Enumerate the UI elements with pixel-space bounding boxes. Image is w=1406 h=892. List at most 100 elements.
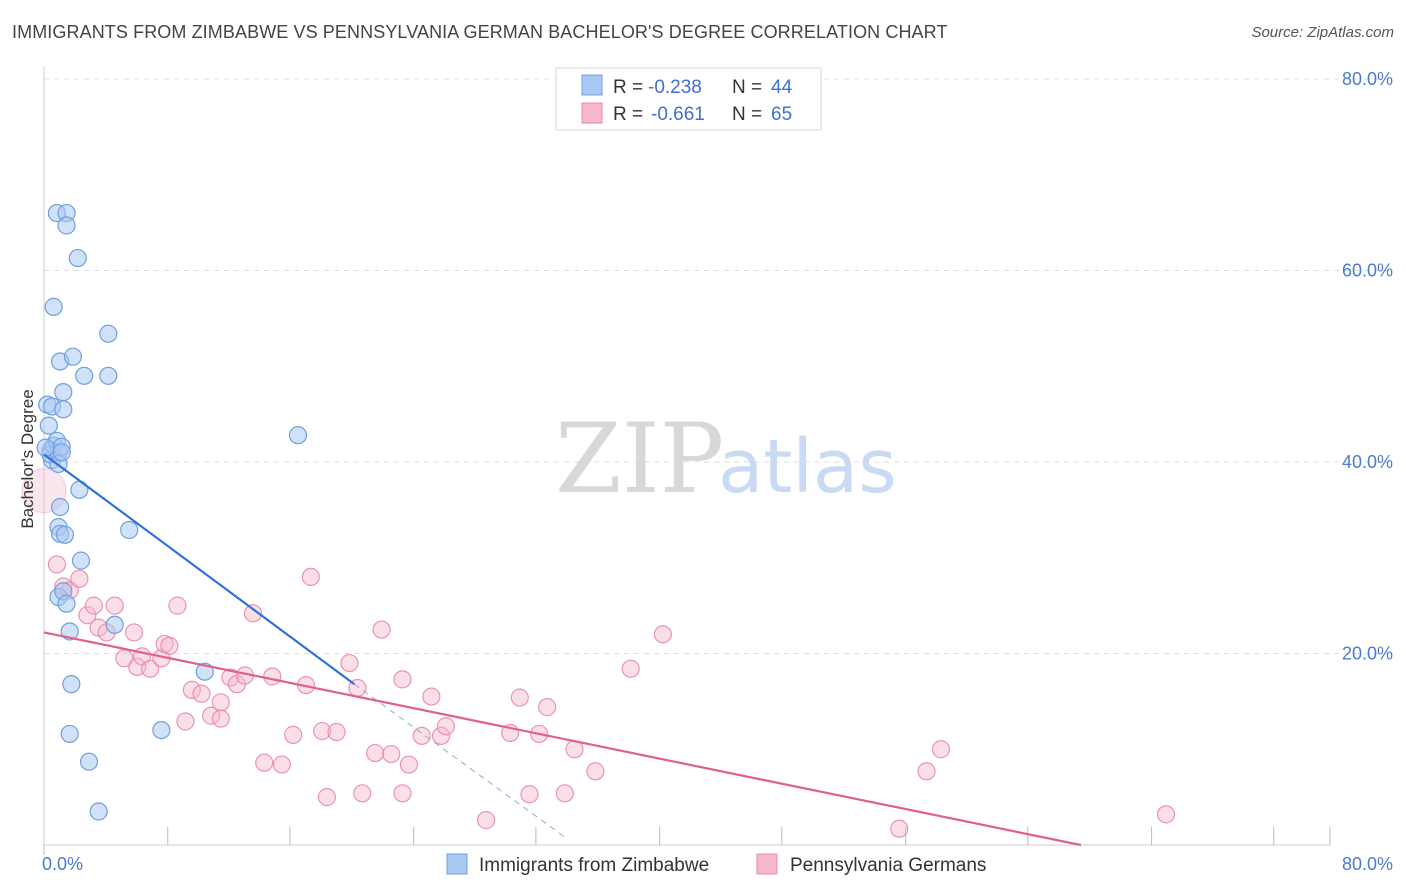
bottom-legend-swatch-pink [756, 853, 778, 875]
pink-point-47 [412, 726, 431, 745]
legend-n-label-pink: N = [732, 104, 762, 125]
pink-point-25 [221, 668, 240, 687]
bottom-legend-swatch-blue [446, 853, 468, 875]
pink-point-23 [211, 693, 230, 712]
pink-point-42 [372, 620, 391, 639]
pink-point-43 [382, 744, 401, 764]
y-tick-label-80: 80.0% [1342, 69, 1393, 89]
blue-point-35 [89, 802, 108, 821]
bottom-legend-label-pink: Pennsylvania Germans [790, 855, 986, 876]
y-tick-labels: 20.0% 40.0% 60.0% 80.0% [1342, 69, 1393, 664]
pink-point-36 [317, 788, 337, 807]
legend-swatch-blue [581, 74, 603, 96]
pink-point-62 [890, 819, 909, 838]
x-tick-label-min: 0.0% [42, 854, 83, 874]
y-tick-label-40: 40.0% [1342, 452, 1393, 472]
legend-r-label-blue: R = [613, 77, 643, 98]
blue-point-24 [57, 216, 76, 235]
legend-n-label-blue: N = [732, 77, 762, 98]
blue-point-41 [195, 662, 214, 681]
blue-point-28 [62, 675, 81, 694]
blue-point-38 [105, 615, 124, 634]
legend-n-value-pink: 65 [771, 104, 792, 125]
blue-point-29 [63, 347, 83, 366]
blue-point-7 [44, 297, 63, 316]
pink-point-5 [78, 606, 97, 625]
pink-point-34 [301, 567, 320, 587]
watermark-atlas: atlas [718, 424, 897, 510]
pink-point-14 [140, 659, 160, 678]
pink-point-28 [243, 604, 263, 623]
pink-point-35 [312, 721, 332, 741]
pink-point-38 [340, 653, 359, 673]
pink-point-54 [520, 785, 539, 804]
blue-point-36 [99, 324, 118, 343]
pink-point-4 [70, 569, 89, 588]
pink-point-57 [555, 784, 574, 803]
pink-point-56 [538, 698, 557, 717]
x-tick-label-max: 80.0% [1342, 854, 1393, 874]
blue-point-33 [75, 366, 94, 385]
pink-point-24 [211, 709, 230, 728]
legend-swatch-pink [581, 102, 603, 124]
x-tick-labels: 0.0% 80.0% [42, 854, 1393, 874]
pink-point-50 [436, 717, 455, 736]
top-legend: R = -0.238 N = 44 R = -0.661 N = 65 [555, 67, 822, 131]
pink-point-46 [399, 755, 419, 774]
pink-point-17 [160, 636, 179, 655]
pink-point-64 [931, 740, 951, 759]
pink-point-59 [586, 762, 605, 781]
chart-source: Source: ZipAtlas.com [1251, 24, 1394, 41]
blue-point-40 [152, 720, 171, 740]
pink-point-9 [105, 596, 124, 615]
pink-trend-line [43, 631, 1082, 847]
pink-point-60 [621, 659, 640, 678]
pink-point-53 [510, 688, 529, 707]
pink-point-45 [393, 670, 412, 689]
pink-point-19 [176, 712, 195, 731]
y-tick-label-60: 60.0% [1342, 261, 1393, 281]
pink-point-41 [366, 743, 385, 763]
blue-point-27 [60, 724, 79, 744]
pink-point-21 [192, 684, 211, 703]
pink-point-32 [284, 725, 303, 744]
blue-point-25 [57, 594, 76, 613]
pink-point-29 [255, 753, 274, 772]
legend-n-value-blue: 44 [771, 77, 793, 98]
legend-r-label-pink: R = [613, 104, 643, 125]
pink-point-1 [47, 555, 66, 574]
chart-title: IMMIGRANTS FROM ZIMBABWE VS PENNSYLVANIA… [12, 22, 948, 42]
watermark: ZIP atlas [555, 403, 897, 515]
pink-point-65 [1156, 805, 1176, 824]
pink-point-6 [84, 596, 103, 615]
legend-r-value-pink: -0.661 [651, 104, 705, 125]
pink-point-18 [168, 596, 187, 615]
pink-point-37 [327, 722, 346, 742]
blue-point-19 [54, 400, 73, 419]
y-tick-label-20: 20.0% [1342, 644, 1393, 664]
bottom-legend-label-blue: Immigrants from Zimbabwe [479, 855, 709, 876]
watermark-zip: ZIP [555, 403, 724, 515]
blue-point-22 [55, 525, 74, 544]
pink-point-44 [393, 784, 412, 803]
pink-series-points [21, 468, 1176, 838]
blue-point-30 [68, 248, 87, 268]
legend-r-value-blue: -0.238 [648, 77, 702, 98]
y-axis-label: Bachelor's Degree [18, 389, 37, 528]
pink-point-49 [431, 726, 451, 745]
blue-point-39 [120, 520, 139, 540]
blue-point-18 [52, 443, 71, 462]
pink-point-20 [182, 680, 201, 699]
pink-point-61 [653, 625, 672, 644]
bottom-legend: Immigrants from Zimbabwe Pennsylvania Ge… [446, 853, 986, 876]
blue-point-37 [99, 366, 118, 385]
blue-point-34 [79, 752, 99, 771]
blue-point-15 [50, 497, 70, 517]
pink-point-63 [917, 762, 936, 781]
pink-point-51 [476, 811, 496, 830]
pink-point-11 [124, 623, 144, 642]
blue-series-points [36, 203, 308, 821]
blue-point-32 [71, 551, 91, 570]
pink-point-30 [263, 667, 282, 686]
